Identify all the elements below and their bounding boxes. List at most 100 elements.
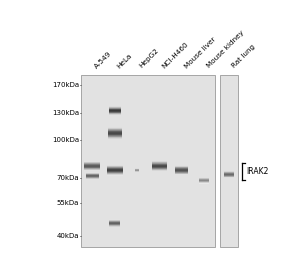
Bar xyxy=(135,171,139,172)
Bar xyxy=(107,166,123,167)
Bar xyxy=(152,169,167,170)
Bar xyxy=(107,168,123,169)
Bar xyxy=(220,74,238,247)
Bar xyxy=(85,178,99,179)
Bar xyxy=(108,128,121,129)
Bar xyxy=(108,136,121,137)
Bar xyxy=(107,167,123,168)
Bar xyxy=(224,176,234,177)
Bar xyxy=(152,166,167,167)
Bar xyxy=(199,182,209,183)
Bar xyxy=(199,177,209,178)
Bar xyxy=(108,138,121,139)
Bar xyxy=(224,177,234,178)
Text: Mouse liver: Mouse liver xyxy=(183,36,216,69)
Bar xyxy=(107,167,123,168)
Bar xyxy=(85,176,99,177)
Bar xyxy=(175,170,188,171)
Bar xyxy=(135,170,139,171)
Bar xyxy=(81,74,215,247)
Bar xyxy=(107,165,123,166)
Bar xyxy=(110,226,120,227)
Bar xyxy=(109,112,121,113)
Bar xyxy=(108,134,121,135)
Bar xyxy=(110,220,120,221)
Bar xyxy=(175,173,188,174)
Bar xyxy=(84,165,100,166)
Bar xyxy=(84,166,100,167)
Bar xyxy=(224,174,234,175)
Bar xyxy=(85,177,99,178)
Bar xyxy=(224,171,234,172)
Bar xyxy=(108,128,121,129)
Bar xyxy=(84,164,100,165)
Bar xyxy=(108,138,121,139)
Bar xyxy=(110,225,120,226)
Bar xyxy=(135,171,139,172)
Bar xyxy=(135,169,139,170)
Bar xyxy=(84,161,100,162)
Bar xyxy=(84,168,100,169)
Bar xyxy=(175,170,188,171)
Bar xyxy=(224,174,234,175)
Bar xyxy=(110,223,120,224)
Bar xyxy=(85,176,99,177)
Bar xyxy=(199,177,209,178)
Bar xyxy=(85,177,99,178)
Bar xyxy=(85,174,99,175)
Bar xyxy=(84,165,100,166)
Text: A-549: A-549 xyxy=(94,50,113,69)
Bar xyxy=(175,169,188,170)
Bar xyxy=(152,168,167,169)
Bar xyxy=(107,168,123,169)
Bar xyxy=(175,171,188,172)
Bar xyxy=(109,110,121,111)
Bar xyxy=(85,176,99,177)
Bar xyxy=(152,165,167,166)
Bar xyxy=(175,172,188,173)
Bar xyxy=(84,166,100,167)
Bar xyxy=(152,166,167,167)
Bar xyxy=(109,112,121,113)
Bar xyxy=(199,181,209,182)
Bar xyxy=(108,137,121,138)
Bar xyxy=(107,174,123,175)
Bar xyxy=(175,168,188,169)
Text: 40kDa: 40kDa xyxy=(57,233,79,239)
Bar xyxy=(84,168,100,169)
Bar xyxy=(199,181,209,182)
Bar xyxy=(135,171,139,172)
Bar xyxy=(107,172,123,173)
Bar xyxy=(107,166,123,167)
Bar xyxy=(199,183,209,184)
Bar xyxy=(107,171,123,172)
Bar xyxy=(85,172,99,173)
Bar xyxy=(224,172,234,173)
Text: 100kDa: 100kDa xyxy=(52,138,79,143)
Bar xyxy=(108,129,121,130)
Bar xyxy=(84,167,100,168)
Bar xyxy=(109,111,121,112)
Bar xyxy=(135,168,139,169)
Bar xyxy=(85,173,99,174)
Text: HepG2: HepG2 xyxy=(138,48,160,69)
Bar xyxy=(175,167,188,168)
Bar xyxy=(199,179,209,180)
Bar xyxy=(85,179,99,180)
Bar xyxy=(110,222,120,223)
Bar xyxy=(175,174,188,175)
Bar xyxy=(108,135,121,136)
Bar xyxy=(84,162,100,163)
Bar xyxy=(152,164,167,165)
Bar xyxy=(109,111,121,112)
Bar xyxy=(107,171,123,172)
Bar xyxy=(199,180,209,181)
Bar xyxy=(85,175,99,176)
Bar xyxy=(108,130,121,131)
Bar xyxy=(108,133,121,134)
Bar xyxy=(152,167,167,168)
Bar xyxy=(107,172,123,173)
Bar xyxy=(152,168,167,169)
Bar xyxy=(224,175,234,176)
Bar xyxy=(110,222,120,223)
